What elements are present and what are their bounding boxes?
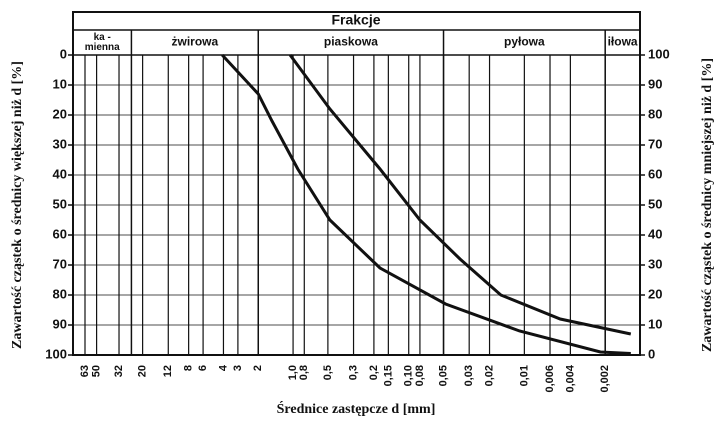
y-axis-label: Zawartość cząstek o średnicy większej ni… bbox=[10, 61, 25, 349]
fraction-label: piaskowa bbox=[324, 35, 378, 49]
y-tick-label: 50 bbox=[53, 196, 67, 211]
x-tick-label: 0,3 bbox=[347, 365, 359, 380]
y2-tick-label: 80 bbox=[648, 106, 662, 121]
x-tick-label: 32 bbox=[113, 365, 125, 377]
x-tick-label: 0,10 bbox=[403, 365, 415, 386]
y2-tick-label: 100 bbox=[648, 46, 670, 61]
x-tick-label: 3 bbox=[232, 365, 244, 371]
y-tick-label: 20 bbox=[53, 106, 67, 121]
x-tick-label: 4 bbox=[217, 364, 229, 371]
grading-curve bbox=[288, 54, 632, 336]
y-tick-label: 40 bbox=[53, 166, 67, 181]
x-tick-label: 0,01 bbox=[518, 365, 530, 386]
x-tick-label: 0,05 bbox=[437, 365, 449, 386]
y-tick-label: 90 bbox=[53, 316, 67, 331]
fraction-label: pyłowa bbox=[504, 35, 545, 49]
x-tick-label: 8 bbox=[183, 365, 195, 371]
y-tick-label: 0 bbox=[60, 46, 67, 61]
x-tick-label: 0,8 bbox=[298, 365, 310, 380]
fraction-label: iłowa bbox=[608, 35, 638, 49]
header: Frakcje bbox=[331, 12, 380, 28]
fraction-label: ka - bbox=[94, 32, 111, 43]
x-tick-label: 6 bbox=[197, 365, 209, 371]
y2-axis-label: Zawartość cząstek o średnicy mniejszej n… bbox=[700, 58, 715, 352]
y2-tick-label: 70 bbox=[648, 136, 662, 151]
y2-tick-label: 20 bbox=[648, 286, 662, 301]
x-tick-label: 0,004 bbox=[564, 364, 576, 392]
y2-tick-label: 0 bbox=[648, 346, 655, 361]
x-tick-label: 2 bbox=[252, 365, 264, 371]
x-tick-label: 0,006 bbox=[544, 365, 556, 393]
grading-curve bbox=[221, 53, 631, 355]
y2-tick-label: 50 bbox=[648, 196, 662, 211]
y-tick-label: 100 bbox=[45, 346, 67, 361]
y-tick-label: 10 bbox=[53, 76, 67, 91]
x-tick-label: 0,15 bbox=[382, 365, 394, 386]
y-tick-label: 60 bbox=[53, 226, 67, 241]
x-tick-label: 0,08 bbox=[414, 365, 426, 386]
y-tick-label: 30 bbox=[53, 136, 67, 151]
x-tick-label: 0,02 bbox=[483, 365, 495, 386]
y-tick-label: 70 bbox=[53, 256, 67, 271]
y2-tick-label: 60 bbox=[648, 166, 662, 181]
y2-tick-label: 90 bbox=[648, 76, 662, 91]
x-tick-label: 0,002 bbox=[599, 365, 611, 393]
x-tick-label: 50 bbox=[91, 365, 103, 377]
x-tick-label: 0,5 bbox=[322, 365, 334, 380]
x-tick-label: 12 bbox=[162, 365, 174, 377]
fraction-label: żwirowa bbox=[171, 35, 218, 49]
fraction-label: mienna bbox=[85, 42, 120, 53]
y2-tick-label: 40 bbox=[648, 226, 662, 241]
x-tick-label: 20 bbox=[137, 365, 149, 377]
x-axis-label: Średnice zastępcze d [mm] bbox=[277, 400, 436, 417]
x-tick-label: 0,03 bbox=[463, 365, 475, 386]
y-tick-label: 80 bbox=[53, 286, 67, 301]
y2-tick-label: 30 bbox=[648, 256, 662, 271]
y2-tick-label: 10 bbox=[648, 316, 662, 331]
x-tick-label: 0,2 bbox=[368, 365, 380, 380]
frame bbox=[72, 11, 641, 356]
x-tick-label: 63 bbox=[79, 365, 91, 377]
x-tick-label: 1,0 bbox=[287, 365, 299, 380]
